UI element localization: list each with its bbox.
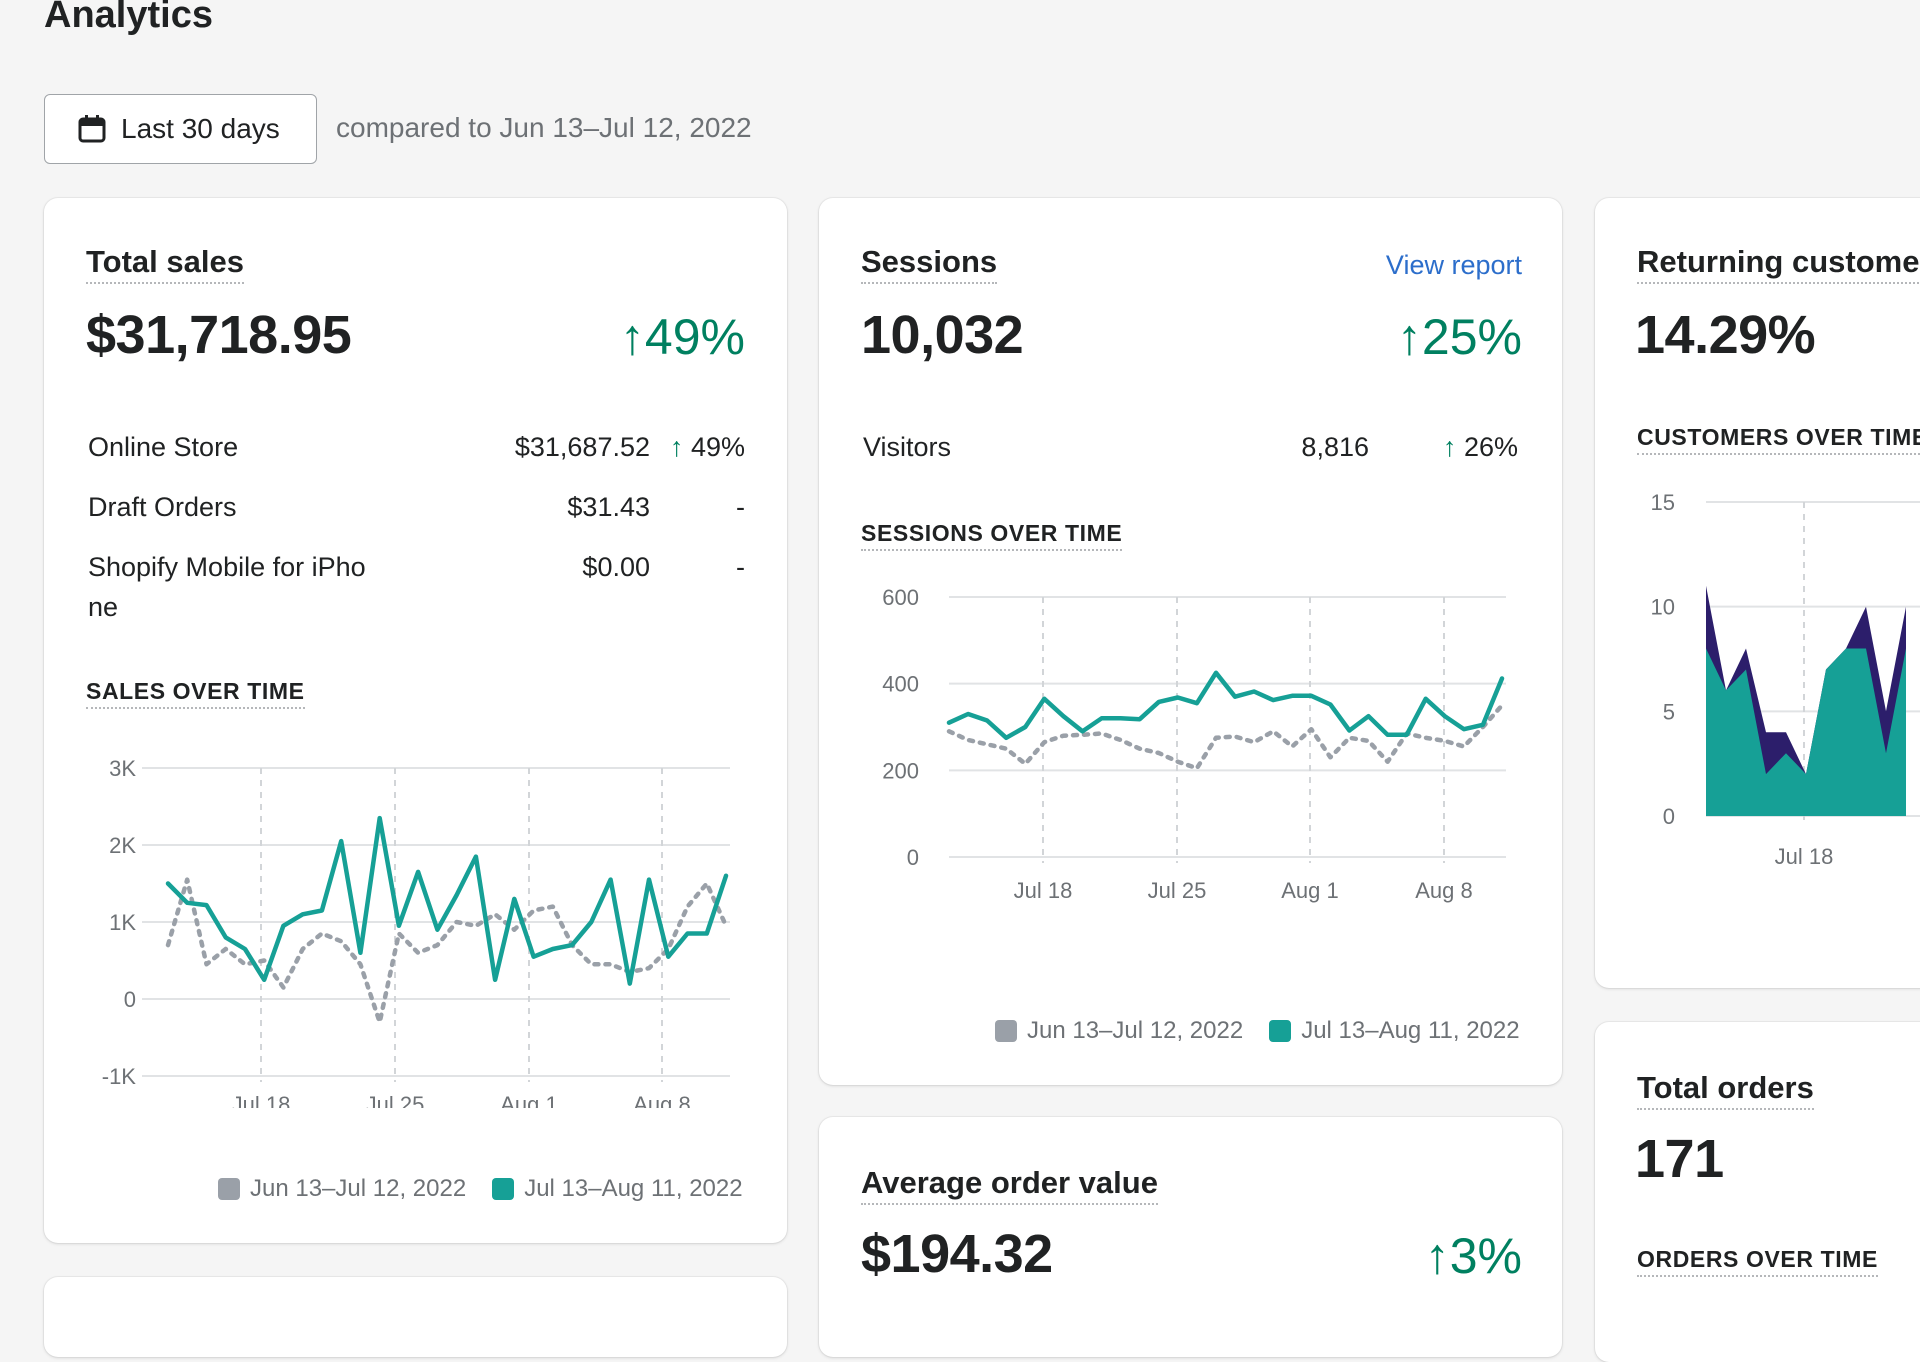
legend-current: Jul 13–Aug 11, 2022 [524,1175,743,1202]
legend-current: Jul 13–Aug 11, 2022 [1301,1017,1520,1044]
arrow-up-icon: ↑ [1396,309,1422,365]
y-tick-label: 600 [882,585,919,610]
orders-title[interactable]: Total orders [1637,1070,1814,1110]
breakdown-value: $31.43 [567,492,650,522]
sales-legend[interactable]: Jun 13–Jul 12, 2022 Jul 13–Aug 11, 2022 [218,1175,743,1203]
total-sales-title[interactable]: Total sales [86,244,244,284]
visitors-label: Visitors [863,432,952,462]
sales-over-time-chart: 3K 2K 1K 0 -1K Jul 18 Jul 25 Aug 1 Aug 8 [102,756,730,1108]
compare-text: compared to Jun 13–Jul 12, 2022 [336,112,752,143]
orders-chart-title[interactable]: ORDERS OVER TIME [1637,1246,1878,1277]
y-tick-label: 200 [882,758,919,783]
y-tick-label: 3K [109,756,136,781]
orders-value: 171 [1635,1129,1724,1189]
total-orders-card: Total orders 171 ORDERS OVER TIME [1595,1022,1920,1362]
legend-swatch-previous [218,1178,240,1200]
first-time-area[interactable] [1706,648,1906,817]
date-range-label: Last 30 days [121,113,280,144]
sessions-value: 10,032 [861,305,1024,365]
x-tick-label: Aug 1 [500,1092,558,1108]
y-tick-label: 15 [1651,490,1675,515]
total-sales-card: Total sales $31,718.95 ↑49% Online Store… [44,198,787,1243]
visitors-change: ↑ 26% [1442,432,1518,462]
x-tick-label: Aug 1 [1281,878,1339,903]
page-title: Analytics [44,0,213,36]
total-sales-change: ↑49% [619,309,745,365]
calendar-icon [78,115,106,143]
previous-series-line[interactable] [946,703,1505,771]
next-card [44,1277,787,1357]
current-series-line[interactable] [946,670,1505,741]
sessions-change: ↑25% [1396,309,1522,365]
aov-title[interactable]: Average order value [861,1165,1158,1205]
breakdown-label-wrap: ne [88,592,119,622]
aov-change: ↑3% [1424,1228,1522,1284]
returning-value: 14.29% [1635,305,1816,365]
visitors-value: 8,816 [1301,432,1369,462]
y-tick-label: 5 [1663,699,1675,724]
x-tick-label: Jul 18 [1775,844,1834,869]
date-range-button[interactable]: Last 30 days [44,94,317,164]
arrow-up-icon: ↑ [1442,432,1464,462]
sessions-card: Sessions View report 10,032 ↑25% Visitor… [819,198,1562,1085]
current-series-line[interactable] [165,815,729,986]
breakdown-change: - [736,552,745,582]
y-tick-label: 0 [124,987,136,1012]
x-tick-label: Jul 18 [1014,878,1073,903]
legend-previous: Jun 13–Jul 12, 2022 [1027,1017,1244,1044]
sessions-title[interactable]: Sessions [861,244,998,284]
sessions-chart-title[interactable]: SESSIONS OVER TIME [861,520,1123,551]
sessions-over-time-chart: 600 400 200 0 Jul 18 Jul 25 Aug 1 Aug 8 [882,585,1506,903]
legend-previous: Jun 13–Jul 12, 2022 [250,1175,467,1202]
x-tick-label: Jul 25 [1148,878,1207,903]
x-tick-label: Jul 18 [232,1092,291,1108]
y-tick-label: 10 [1651,595,1675,620]
returning-title[interactable]: Returning custome [1637,244,1920,284]
aov-value: $194.32 [861,1224,1053,1284]
x-tick-label: Jul 25 [366,1092,425,1108]
customers-chart-title[interactable]: CUSTOMERS OVER TIME [1637,424,1920,455]
view-report-link[interactable]: View report [1385,250,1522,280]
sales-chart-title[interactable]: SALES OVER TIME [86,678,305,709]
breakdown-label: Shopify Mobile for iPho [88,552,366,582]
arrow-up-icon: ↑ [669,432,691,462]
breakdown-label: Online Store [88,432,239,462]
arrow-up-icon: ↑ [1424,1228,1450,1284]
x-tick-label: Aug 8 [633,1092,691,1108]
y-tick-label: 0 [907,845,919,870]
legend-swatch-previous [995,1020,1017,1042]
arrow-up-icon: ↑ [619,309,645,365]
breakdown-value: $0.00 [582,552,650,582]
y-tick-label: 400 [882,672,919,697]
breakdown-value: $31,687.52 [514,432,650,462]
y-tick-label: 0 [1663,804,1675,829]
y-tick-label: -1K [102,1064,137,1089]
breakdown-label: Draft Orders [88,492,237,522]
sessions-legend[interactable]: Jun 13–Jul 12, 2022 Jul 13–Aug 11, 2022 [995,1017,1520,1045]
customers-over-time-chart: 15 10 5 0 Jul 18 [1651,490,1920,869]
x-tick-label: Aug 8 [1415,878,1473,903]
average-order-value-card: Average order value $194.32 ↑3% [819,1117,1562,1357]
legend-swatch-current [492,1178,515,1200]
previous-series-line[interactable] [165,877,729,1025]
breakdown-change: ↑ 49% [669,432,745,462]
legend-swatch-current [1269,1020,1292,1042]
y-tick-label: 1K [109,910,136,935]
returning-customers-card: Returning custome 14.29% CUSTOMERS OVER … [1595,198,1920,988]
breakdown-change: - [736,492,745,522]
total-sales-value: $31,718.95 [86,305,352,365]
y-tick-label: 2K [109,833,136,858]
